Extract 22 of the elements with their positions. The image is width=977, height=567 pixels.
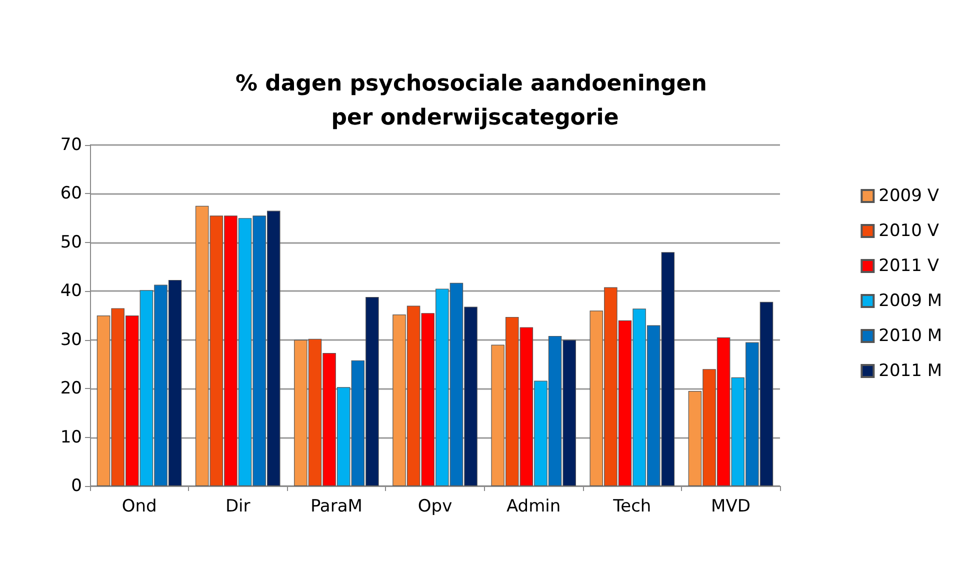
y-tick-label: 50 <box>60 232 82 252</box>
legend-label: 2011 M <box>878 361 942 381</box>
y-tick-label: 70 <box>60 135 82 155</box>
x-tick-label: Ond <box>122 496 157 516</box>
y-tick-label: 0 <box>71 476 82 496</box>
legend-label: 2009 M <box>878 291 942 311</box>
x-tick-label: Admin <box>506 496 561 516</box>
y-tick-label: 40 <box>60 281 82 302</box>
y-tick-label: 30 <box>60 330 82 350</box>
x-tick-label: Dir <box>225 496 250 516</box>
x-tick-label: Opv <box>418 496 452 516</box>
y-tick-label: 10 <box>60 427 82 448</box>
legend-label: 2010 V <box>878 221 940 241</box>
x-tick-label: MVD <box>711 496 750 516</box>
x-tick-label: ParaM <box>310 496 362 516</box>
legend-label: 2010 M <box>878 326 942 346</box>
chart-title: % dagen psychosociale aandoeningen per onderwijscategorie <box>235 72 715 130</box>
y-tick-label: 20 <box>60 378 82 399</box>
legend-label: 2011 V <box>878 256 940 276</box>
x-tick-label: Tech <box>612 496 652 516</box>
y-tick-label: 60 <box>60 184 82 204</box>
legend-label: 2009 V <box>878 186 940 206</box>
